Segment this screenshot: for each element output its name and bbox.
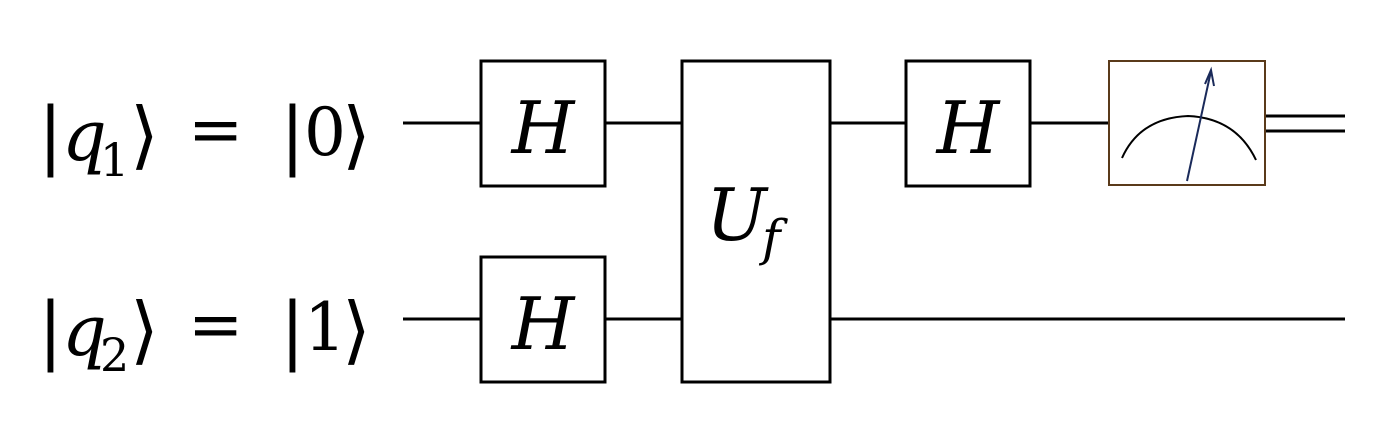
hadamard-gate-q1-first: H	[479, 59, 607, 188]
ket-bar: |	[280, 92, 305, 178]
gate-label: H	[510, 282, 576, 366]
qubit-1-initial-state: 0	[304, 94, 346, 171]
ket-bar: |	[38, 92, 63, 178]
meter-arc	[1121, 114, 1257, 161]
ket-angle: ⟩	[342, 287, 371, 373]
qubit-2-index: 2	[100, 328, 129, 382]
gate-label: H	[935, 86, 1001, 170]
hadamard-gate-q2-first: H	[479, 255, 607, 384]
equals-sign: =	[188, 286, 243, 363]
oracle-gate: U f	[680, 59, 832, 384]
ket-angle: ⟩	[342, 92, 371, 178]
gate-label: H	[510, 86, 576, 170]
equals-sign: =	[188, 91, 243, 168]
ket-bar: |	[280, 287, 305, 373]
qubit-2-name: q	[62, 290, 107, 372]
qubit-1-name: q	[62, 95, 107, 177]
meter-needle	[1186, 70, 1212, 182]
classical-output-wire	[1266, 114, 1345, 133]
qubit-1-label: | q 1 ⟩ = | 0 ⟩	[38, 91, 371, 187]
ket-bar: |	[38, 287, 63, 373]
ket-angle: ⟩	[130, 287, 159, 373]
needle-arrowhead	[1204, 66, 1215, 87]
qubit-2-initial-state: 1	[304, 289, 346, 366]
qubit-2-label: | q 2 ⟩ = | 1 ⟩	[38, 286, 371, 382]
ket-angle: ⟩	[130, 92, 159, 178]
hadamard-gate-q1-second: H	[904, 59, 1032, 188]
oracle-label: U	[706, 173, 769, 257]
measurement-meter-icon	[1108, 60, 1266, 186]
qubit-1-index: 1	[100, 133, 129, 187]
